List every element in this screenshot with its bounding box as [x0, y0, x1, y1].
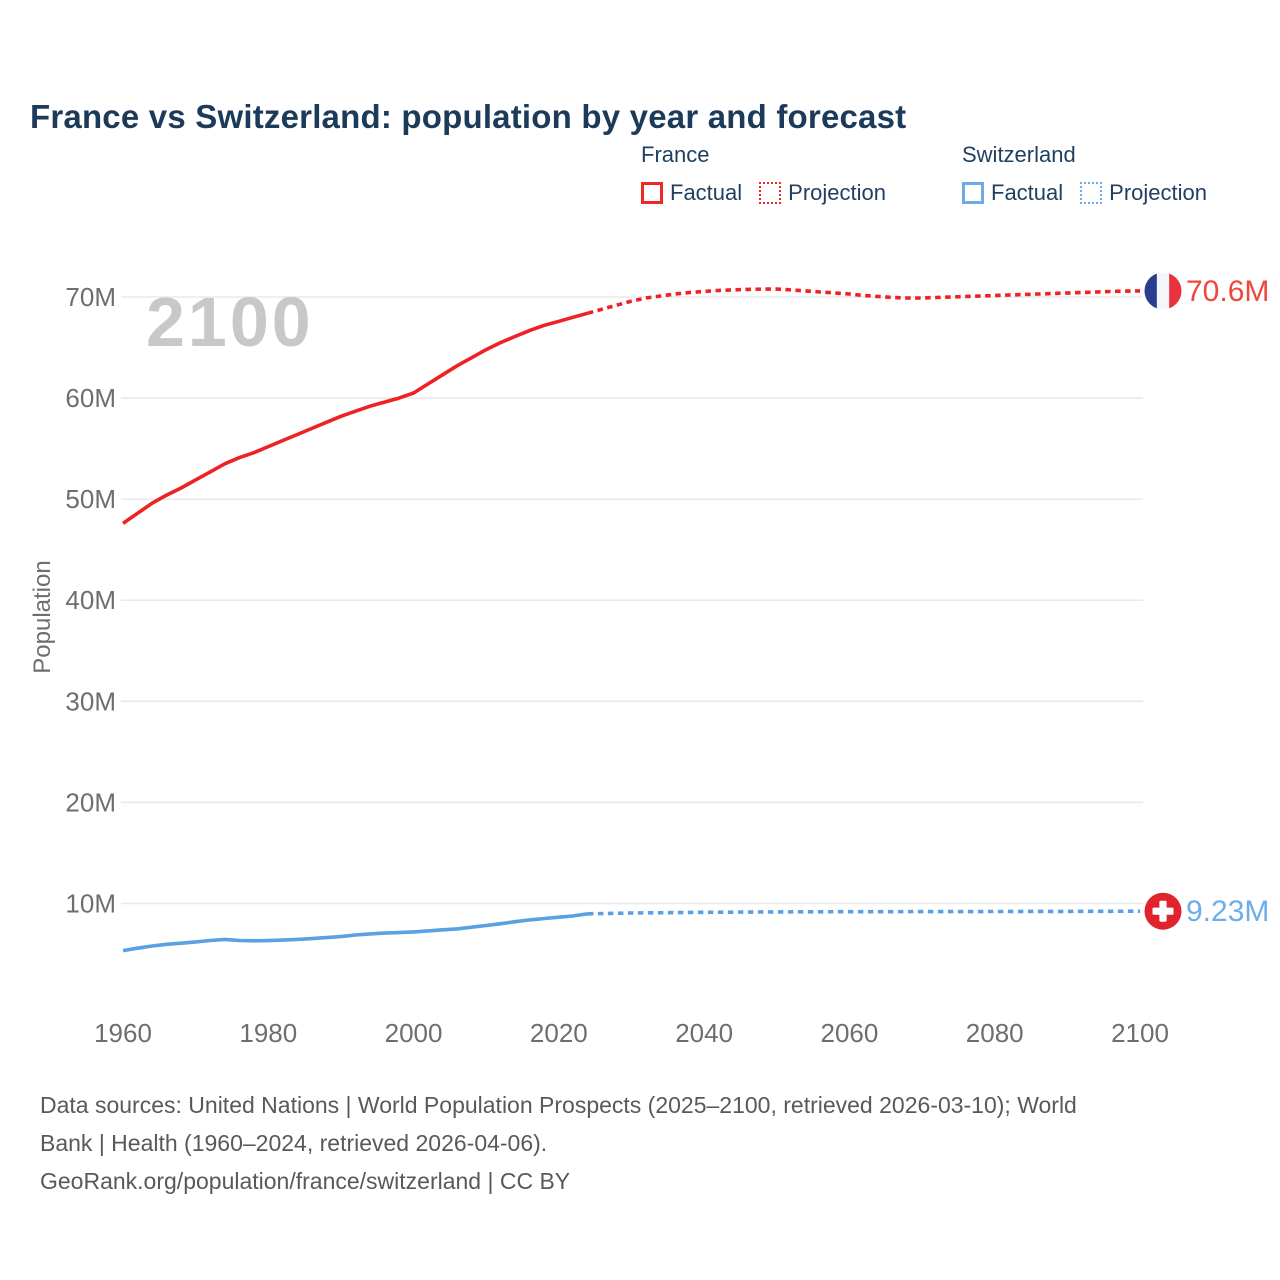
x-tick-label: 2000: [385, 1018, 443, 1048]
legend-header-france: France: [641, 142, 710, 167]
legend-label-switzerland-projection: Projection: [1109, 180, 1207, 205]
swiss-cross-v: [1159, 900, 1167, 922]
y-axis-title: Population: [29, 560, 56, 674]
y-tick-label: 50M: [65, 484, 116, 514]
x-tick-label: 2020: [530, 1018, 588, 1048]
legend-row-switzerland: Factual Projection: [962, 180, 1207, 206]
legend-item-france-factual[interactable]: Factual: [641, 180, 742, 206]
france-factual-swatch-icon: [641, 182, 663, 204]
population-line-chart: 10M 20M 30M 40M 50M 60M 70M 2100 1960 1980 2000 202…: [65, 272, 1269, 1048]
legend-group-france: France Factual Projection: [641, 142, 886, 206]
x-tick-label: 2100: [1111, 1018, 1169, 1048]
x-tick-label: 1960: [94, 1018, 152, 1048]
switzerland-factual-swatch-icon: [962, 182, 984, 204]
x-tick-label: 2080: [966, 1018, 1024, 1048]
france-projection-swatch-icon: [759, 182, 782, 204]
y-tick-label: 70M: [65, 282, 116, 312]
legend-label-switzerland-factual: Factual: [991, 180, 1064, 205]
legend-row-france: Factual Projection: [641, 180, 886, 206]
watermark-year: 2100: [146, 283, 314, 361]
legend-item-switzerland-projection[interactable]: Projection: [1080, 180, 1207, 206]
legend-label-france-projection: Projection: [788, 180, 886, 205]
series-switzerland-projection[interactable]: [587, 909, 1141, 916]
french-flag-icon: [1144, 272, 1182, 310]
footer-line-1: Data sources: United Nations | World Pop…: [40, 1092, 1077, 1118]
y-tick-label: 30M: [65, 686, 116, 716]
footer-line-2: Bank | Health (1960–2024, retrieved 2026…: [40, 1130, 548, 1156]
footer-line-3: GeoRank.org/population/france/switzerlan…: [40, 1168, 571, 1194]
series-france-factual[interactable]: [121, 311, 589, 525]
legend-item-switzerland-factual[interactable]: Factual: [962, 180, 1063, 206]
data-sources: Data sources: United Nations | World Pop…: [40, 1086, 1077, 1200]
switzerland-projection-swatch-icon: [1080, 182, 1103, 204]
legend-group-switzerland: Switzerland Factual Projection: [962, 142, 1207, 206]
y-tick-label: 20M: [65, 787, 116, 817]
series-france-projection[interactable]: [587, 287, 1141, 315]
y-tick-label: 10M: [65, 888, 116, 918]
end-value-label-switzerland: 9.23M: [1186, 895, 1269, 928]
x-tick-label: 2040: [675, 1018, 733, 1048]
series-switzerland-factual[interactable]: [122, 912, 589, 953]
end-value-label-france: 70.6M: [1186, 275, 1269, 308]
y-tick-label: 60M: [65, 383, 116, 413]
x-tick-label: 1980: [239, 1018, 297, 1048]
legend-item-france-projection[interactable]: Projection: [759, 180, 886, 206]
y-tick-label: 40M: [65, 585, 116, 615]
legend-label-france-factual: Factual: [670, 180, 743, 205]
page-title: France vs Switzerland: population by yea…: [30, 98, 907, 136]
x-tick-label: 2060: [821, 1018, 879, 1048]
legend-header-switzerland: Switzerland: [962, 142, 1076, 167]
